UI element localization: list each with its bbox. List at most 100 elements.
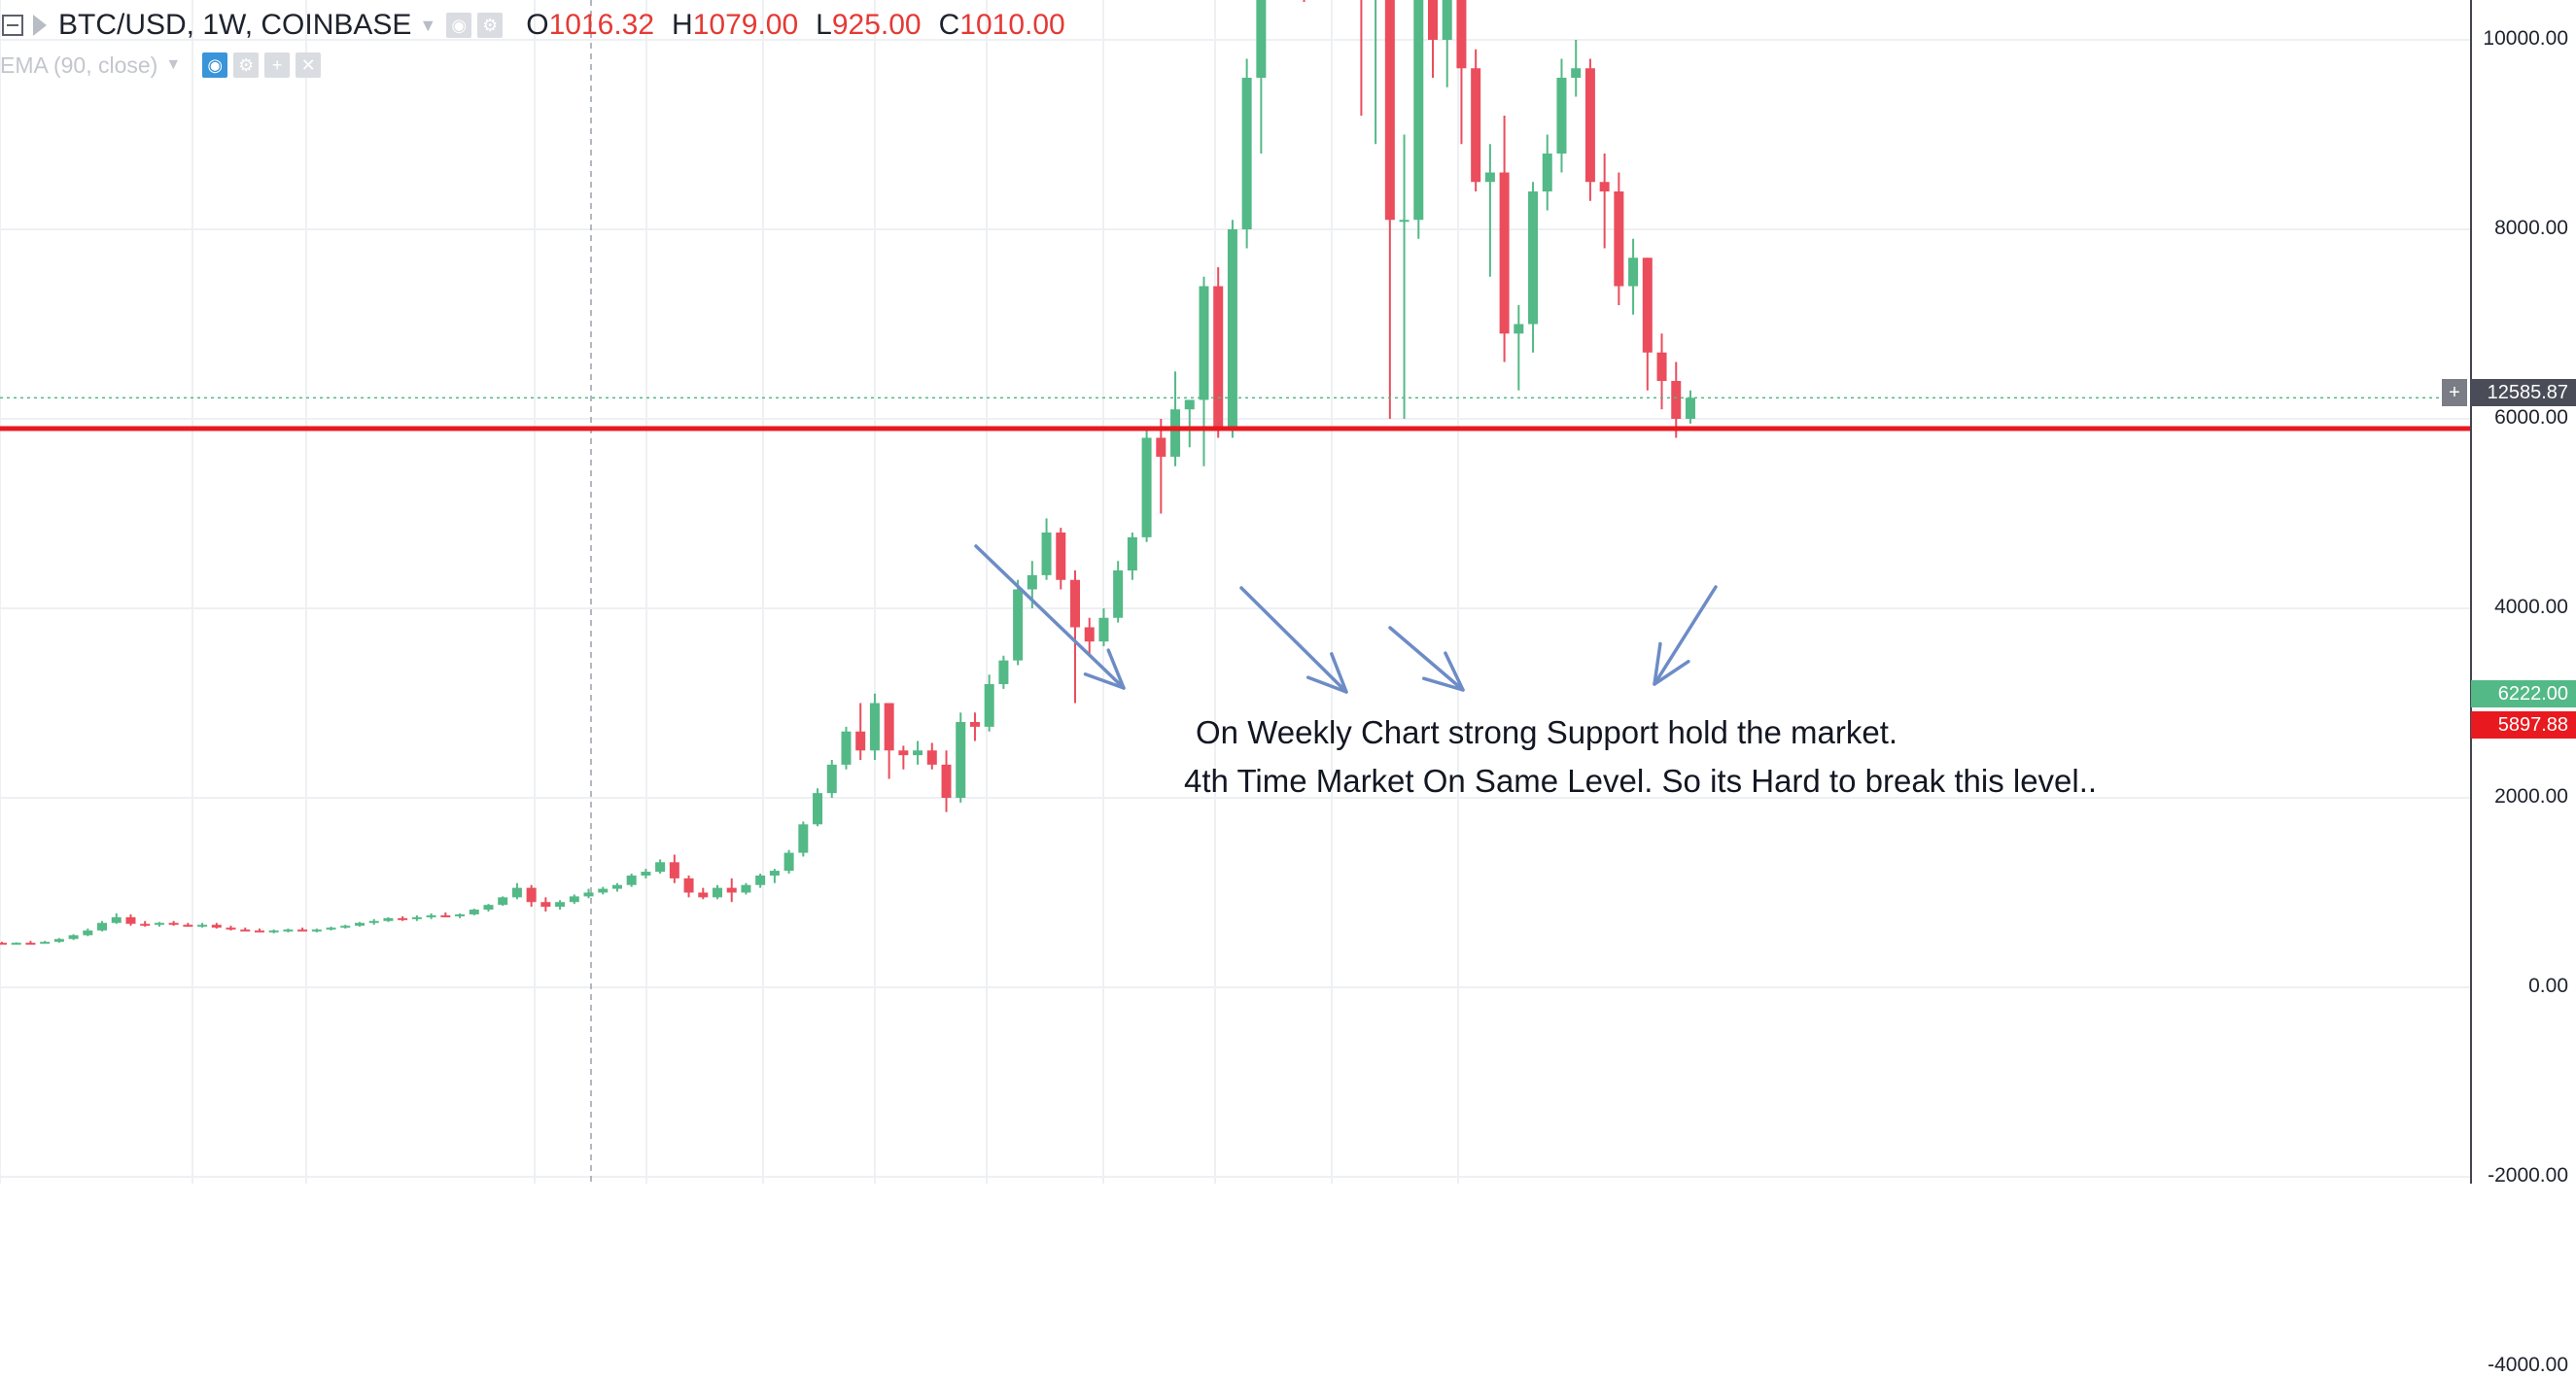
plus-icon[interactable]: + — [264, 52, 291, 78]
candle-body — [1199, 286, 1209, 400]
candle-body — [769, 871, 780, 876]
candle-body — [1656, 352, 1667, 381]
candle-body — [669, 862, 679, 878]
candle-body — [913, 750, 923, 756]
candle-body — [1098, 617, 1109, 642]
candle-body — [1456, 0, 1467, 69]
candle-body — [1614, 191, 1624, 287]
candle-body — [97, 922, 108, 931]
price-chart[interactable] — [0, 0, 2576, 1184]
candle-body — [941, 764, 952, 798]
candle-body — [526, 887, 537, 903]
chart-grid — [0, 0, 2471, 1184]
candle-body — [813, 793, 823, 825]
candle-body — [297, 929, 308, 932]
candle-body — [1556, 78, 1567, 154]
candle-body — [1084, 627, 1095, 642]
arrow-shaft — [974, 544, 1126, 690]
candle-body — [569, 896, 579, 903]
candle-body — [1499, 172, 1510, 334]
indicator-label[interactable]: EMA (90, close) — [0, 52, 158, 78]
candle-body — [111, 916, 122, 923]
candle-body — [626, 875, 637, 885]
arrow-shaft — [1653, 585, 1718, 686]
candle-body — [1685, 397, 1695, 419]
candle-body — [984, 684, 994, 727]
open-value: 1016.32 — [548, 9, 655, 41]
high-key: H — [672, 9, 693, 41]
candle-body — [969, 722, 980, 727]
candle-body — [1013, 589, 1024, 661]
candle-body — [426, 914, 436, 917]
candle-body — [40, 942, 51, 945]
candle-body — [1070, 579, 1080, 628]
eye-icon[interactable]: ◉ — [202, 52, 228, 78]
candle-body — [154, 922, 164, 925]
candle-body — [841, 731, 852, 765]
arrow-head — [1083, 648, 1126, 690]
candle-body — [798, 824, 809, 853]
close-value: 1010.00 — [959, 9, 1065, 41]
chevron-down-icon[interactable]: ▼ — [165, 56, 182, 73]
candle-body — [240, 929, 251, 932]
annotation-arrows — [974, 544, 1718, 694]
crosshair-price-tag: 12585.87 — [2471, 379, 2576, 406]
candle-body — [469, 910, 479, 914]
candle-body — [783, 852, 794, 872]
symbol-label[interactable]: BTC/USD, 1W, COINBASE — [58, 9, 412, 41]
candle-body — [455, 913, 466, 916]
eye-icon[interactable]: ◉ — [446, 13, 472, 38]
candle-body — [498, 897, 508, 906]
candle-body — [1628, 258, 1639, 287]
gear-icon[interactable]: ⚙ — [477, 13, 504, 38]
candle-body — [1027, 574, 1037, 590]
candle-body — [726, 887, 737, 893]
candle-body — [1642, 258, 1653, 353]
candle-body — [125, 916, 136, 924]
candle-body — [140, 923, 151, 926]
candle-body — [1256, 0, 1267, 78]
arrow-head — [1653, 641, 1690, 686]
low-key: L — [816, 9, 832, 41]
price-axis-tick: 2000.00 — [2494, 785, 2568, 808]
flag-icon[interactable] — [33, 15, 47, 36]
crosshair — [590, 0, 592, 1184]
add-alert-plus-icon[interactable]: + — [2442, 379, 2467, 406]
close-key: C — [938, 9, 960, 41]
candle-body — [168, 922, 179, 925]
candle-body — [411, 916, 422, 919]
annotation-arrow — [1653, 585, 1718, 686]
price-axis-tick: -2000.00 — [2488, 1164, 2568, 1187]
arrow-head — [1421, 651, 1465, 692]
candle-body — [641, 872, 651, 876]
candle-body — [1141, 437, 1152, 537]
candle-body — [368, 920, 379, 923]
candles — [0, 0, 1695, 946]
candle-body — [1041, 533, 1052, 575]
chevron-down-icon[interactable]: ▼ — [419, 15, 437, 35]
collapse-icon[interactable] — [2, 15, 23, 36]
candle-body — [283, 929, 294, 932]
candle-body — [25, 943, 36, 946]
indicator-legend: EMA (90, close) ▼ ◉ ⚙ + ✕ — [0, 51, 327, 80]
candle-body — [1156, 437, 1166, 457]
close-icon[interactable]: ✕ — [296, 52, 322, 78]
candle-body — [926, 750, 937, 765]
candle-body — [826, 764, 837, 794]
gear-icon[interactable]: ⚙ — [233, 52, 260, 78]
annotation-text-line1[interactable]: On Weekly Chart strong Support hold the … — [1196, 714, 1898, 750]
price-axis-tick: 6000.00 — [2494, 406, 2568, 429]
candle-body — [1399, 220, 1410, 223]
candle-body — [1213, 286, 1224, 429]
candle-body — [1127, 536, 1137, 570]
candle-body — [440, 914, 451, 917]
last-price-tag: 6222.00 — [2471, 680, 2576, 707]
annotation-text-line2[interactable]: 4th Time Market On Same Level. So its Ha… — [1184, 763, 2098, 799]
price-levels — [0, 396, 2471, 431]
price-axis-tick: 8000.00 — [2494, 217, 2568, 239]
candle-body — [383, 917, 394, 921]
candle-body — [655, 862, 666, 873]
symbol-legend: BTC/USD, 1W, COINBASE ▼ ◉ ⚙ O 1016.32 H … — [0, 6, 1065, 45]
candle-body — [211, 924, 222, 928]
